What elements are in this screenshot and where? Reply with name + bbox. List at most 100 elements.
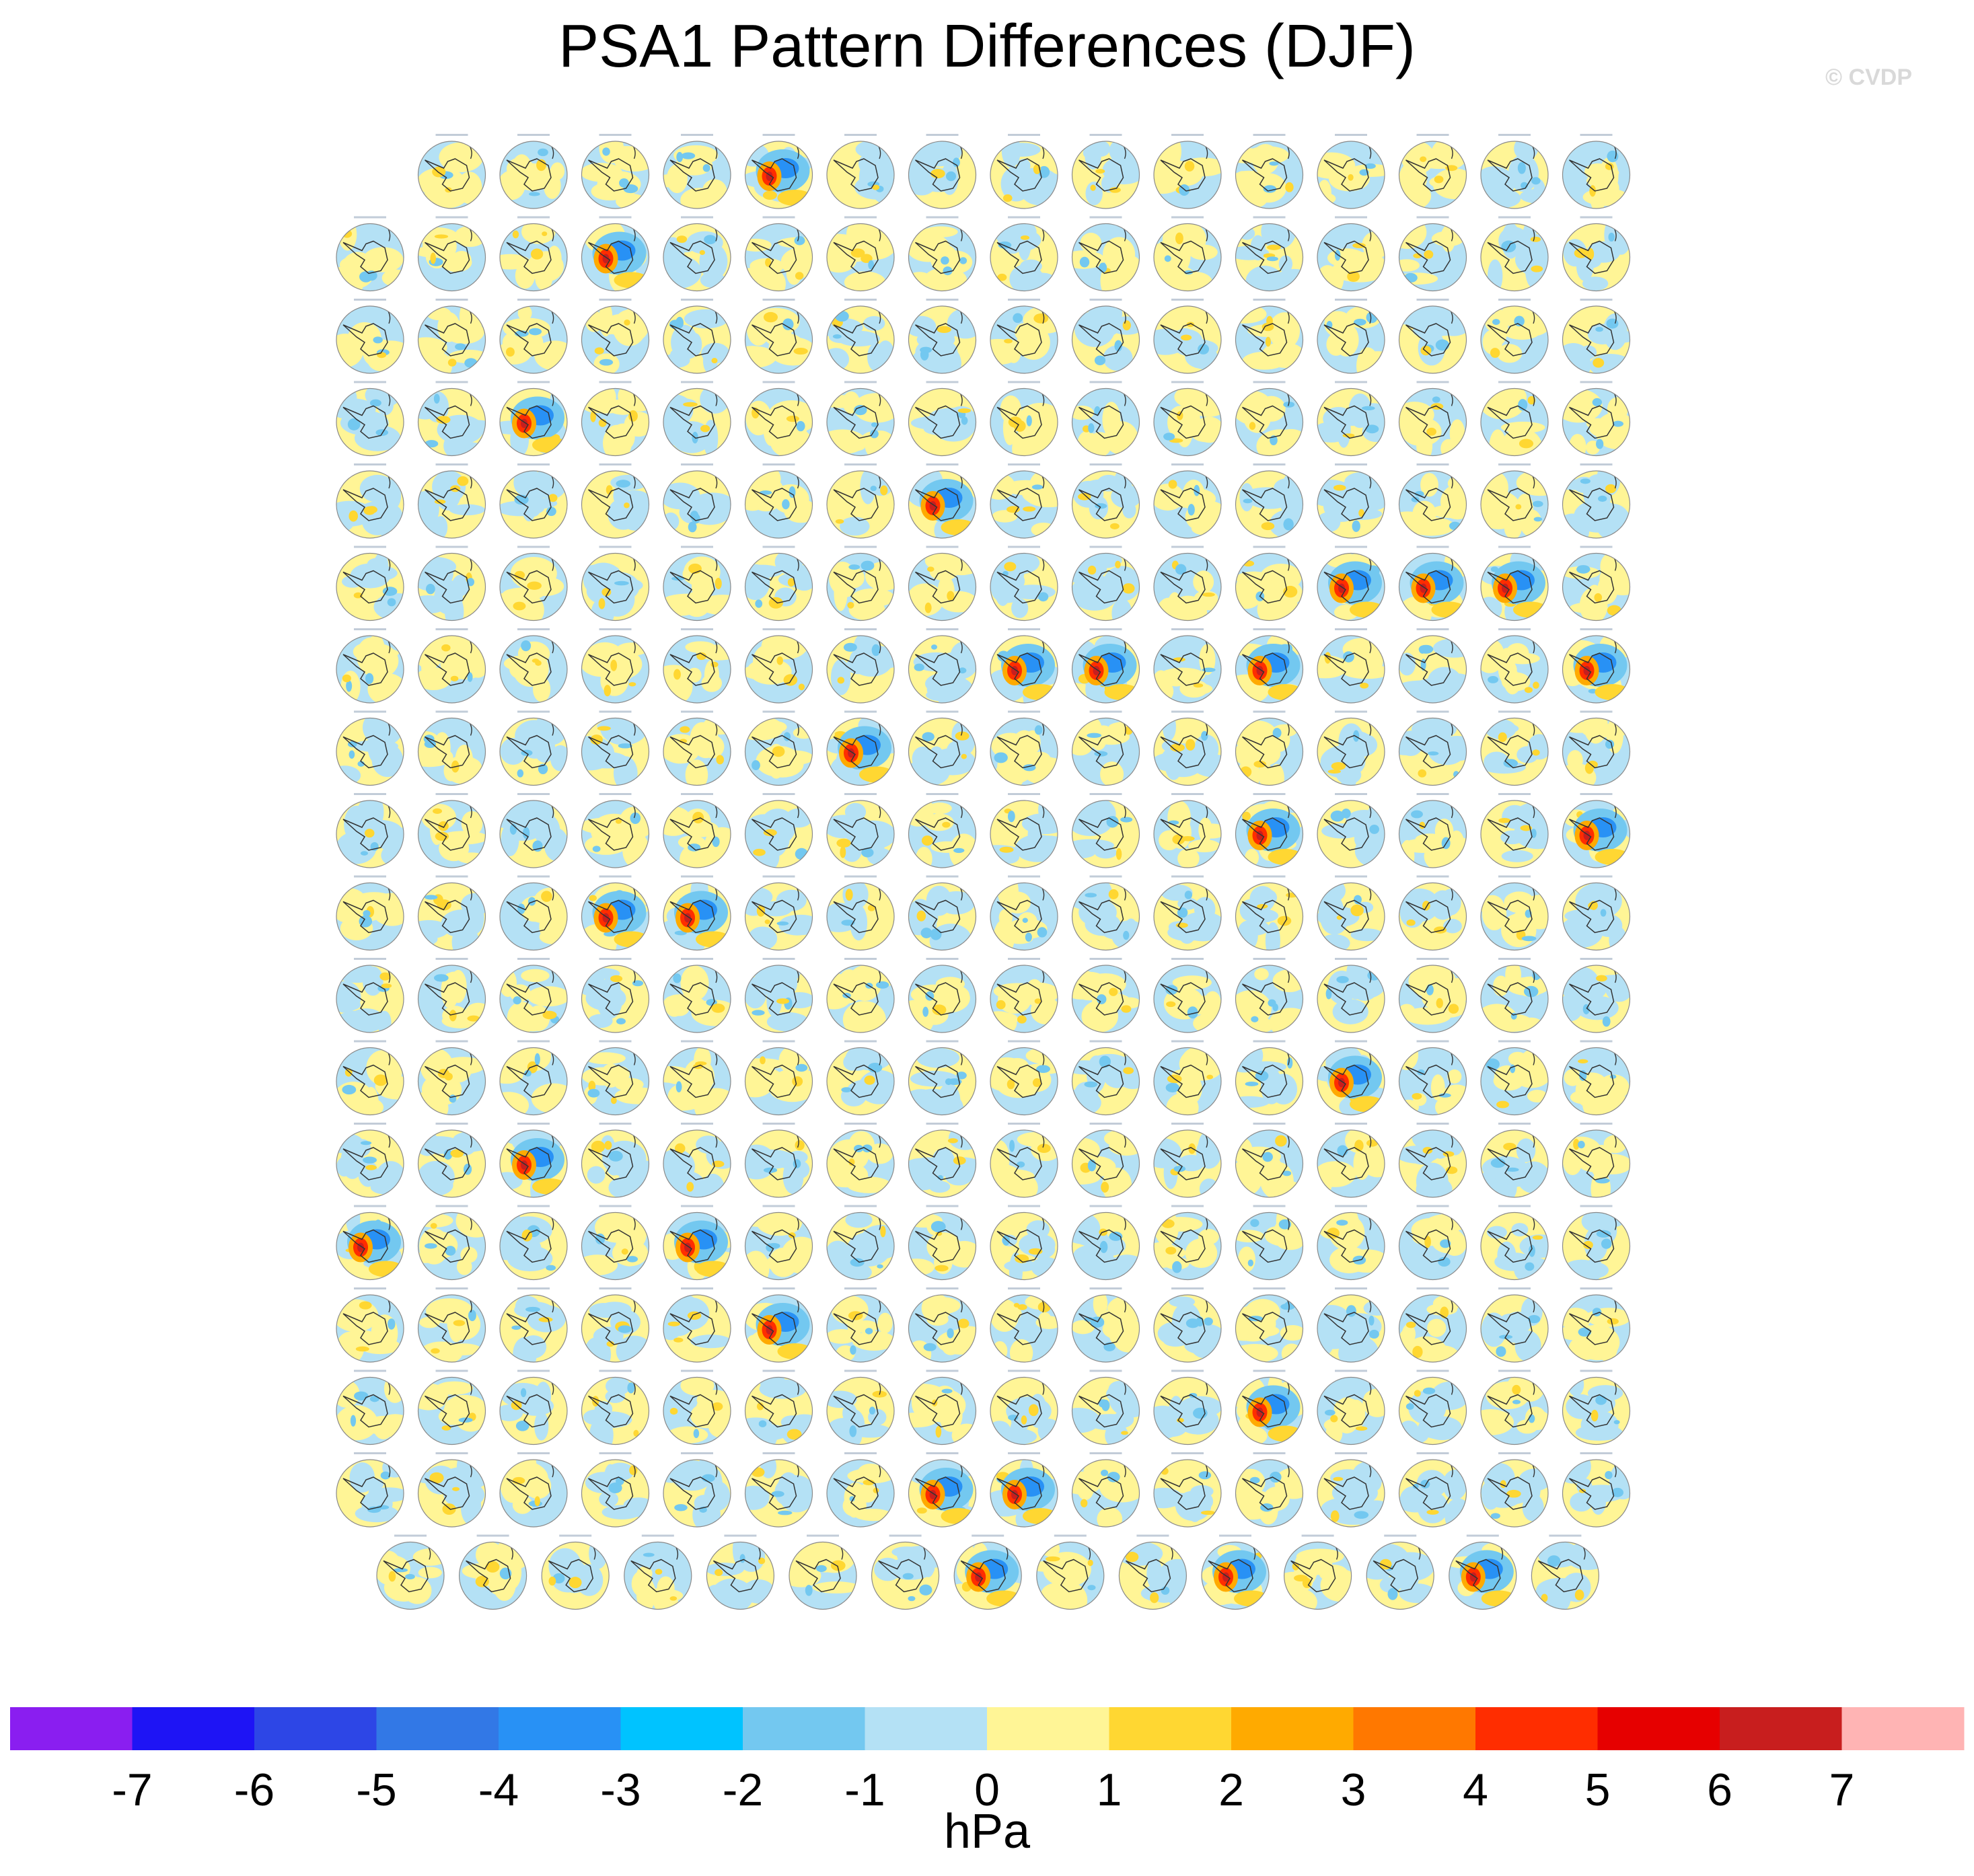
map-panel	[744, 1123, 813, 1198]
map-panel	[417, 216, 486, 292]
colorbar-swatch	[10, 1707, 133, 1750]
map-panel	[1480, 299, 1549, 374]
map-panel	[1480, 875, 1549, 951]
map-panel	[499, 1123, 568, 1198]
colorbar-tick-label: -5	[356, 1764, 396, 1815]
map-panel	[1153, 381, 1222, 457]
map-panel	[417, 1287, 486, 1363]
map-panel	[1480, 463, 1549, 539]
map-panel	[663, 546, 731, 622]
map-panel	[908, 1205, 977, 1281]
colorbar-swatch	[1231, 1707, 1354, 1750]
map-panel	[1235, 793, 1304, 868]
map-panel	[908, 299, 977, 374]
colorbar-swatch	[1475, 1707, 1598, 1750]
colorbar-swatch	[743, 1707, 865, 1750]
map-panel	[1480, 1123, 1549, 1198]
colorbar-tick-label: -3	[600, 1764, 641, 1815]
map-panel	[990, 1287, 1058, 1363]
map-panel	[1071, 381, 1140, 457]
map-panel	[417, 710, 486, 786]
map-panel	[1153, 463, 1222, 539]
map-panel	[1398, 958, 1467, 1033]
map-panel	[908, 875, 977, 951]
colorbar-tick-label: 6	[1707, 1764, 1732, 1815]
map-panel	[990, 1370, 1058, 1446]
map-panel	[1283, 1534, 1352, 1610]
map-panel	[826, 1205, 895, 1281]
map-panel	[1398, 1205, 1467, 1281]
map-panel	[581, 463, 650, 539]
map-panel	[744, 1040, 813, 1116]
map-panel	[826, 1123, 895, 1198]
map-panel	[581, 1123, 650, 1198]
map-panel	[1317, 1123, 1385, 1198]
map-panel	[826, 1287, 895, 1363]
map-panel	[336, 1370, 404, 1446]
map-panel	[1153, 628, 1222, 704]
map-panel	[744, 1287, 813, 1363]
map-panel	[990, 710, 1058, 786]
map-panel	[1317, 1452, 1385, 1528]
map-panel	[744, 299, 813, 374]
map-panel	[744, 216, 813, 292]
map-panel	[581, 546, 650, 622]
map-panel	[1480, 1287, 1549, 1363]
colorbar-tick-label: 3	[1341, 1764, 1366, 1815]
colorbar-tick-label: 7	[1829, 1764, 1855, 1815]
colorbar-swatch	[132, 1707, 255, 1750]
map-panel	[581, 1205, 650, 1281]
map-panel	[417, 628, 486, 704]
map-panel	[1153, 1205, 1222, 1281]
map-panel	[1398, 875, 1467, 951]
colorbar-swatch	[499, 1707, 621, 1750]
map-panel	[1036, 1534, 1105, 1610]
map-panel	[581, 1370, 650, 1446]
map-panel	[744, 793, 813, 868]
colorbar-tick-label: 2	[1218, 1764, 1244, 1815]
map-panel	[1480, 710, 1549, 786]
map-panel	[499, 628, 568, 704]
map-panel	[499, 1287, 568, 1363]
map-panel	[1153, 134, 1222, 209]
map-panel	[953, 1534, 1022, 1610]
map-panel	[1562, 134, 1631, 209]
map-panel	[1153, 875, 1222, 951]
map-panel	[1317, 958, 1385, 1033]
map-panel	[663, 299, 731, 374]
map-panel	[1480, 216, 1549, 292]
map-panel	[1235, 1123, 1304, 1198]
map-panel	[1317, 710, 1385, 786]
colorbar-tick-label: 5	[1585, 1764, 1611, 1815]
map-panel	[376, 1534, 445, 1610]
colorbar-tick-label: 4	[1463, 1764, 1488, 1815]
map-panel	[744, 710, 813, 786]
map-panel	[417, 958, 486, 1033]
map-panel	[744, 958, 813, 1033]
map-panel	[744, 381, 813, 457]
map-panel	[1562, 1370, 1631, 1446]
map-panel	[1153, 1123, 1222, 1198]
map-panel	[908, 1123, 977, 1198]
chart-title: PSA1 Pattern Differences (DJF)	[558, 13, 1416, 80]
map-panel	[499, 463, 568, 539]
map-panel	[499, 299, 568, 374]
colorbar-swatch	[1597, 1707, 1720, 1750]
map-panel	[336, 546, 404, 622]
colorbar-tick-label: -2	[723, 1764, 763, 1815]
colorbar-swatch	[376, 1707, 499, 1750]
map-panel	[990, 875, 1058, 951]
map-panel	[417, 793, 486, 868]
map-panel	[1480, 628, 1549, 704]
map-panel	[1071, 875, 1140, 951]
map-panel	[990, 216, 1058, 292]
colorbar-swatch	[1720, 1707, 1842, 1750]
map-panel	[417, 134, 486, 209]
map-panel	[826, 1370, 895, 1446]
map-panel	[663, 628, 731, 704]
map-panel	[663, 875, 731, 951]
map-panel	[1317, 463, 1385, 539]
map-panel	[1562, 628, 1631, 704]
map-panel	[1235, 299, 1304, 374]
